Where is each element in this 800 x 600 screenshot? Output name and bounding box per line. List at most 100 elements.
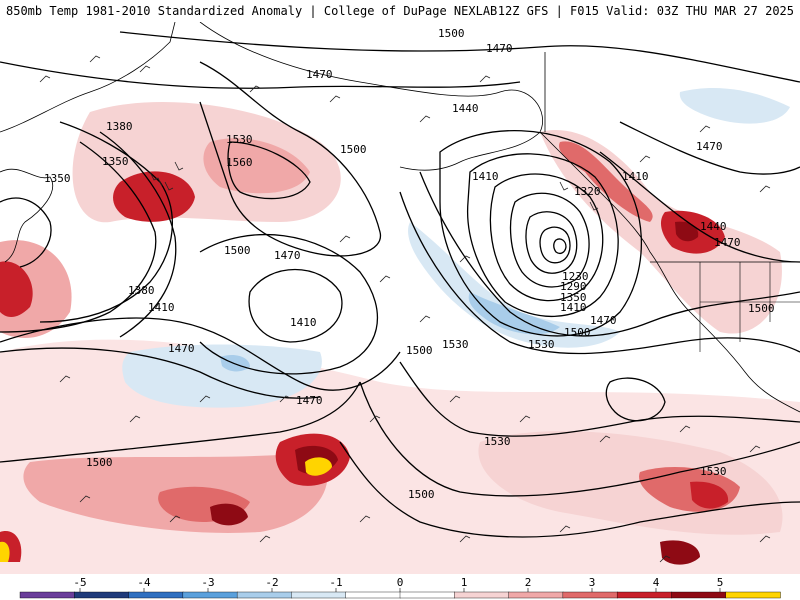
- cool-anomaly-region: [468, 292, 560, 335]
- contour-label: 1530: [442, 338, 469, 351]
- contour-line: [553, 238, 567, 254]
- contour-label: 1350: [102, 155, 129, 168]
- contour-label: 1470: [714, 236, 741, 249]
- contour-label: 1530: [226, 133, 253, 146]
- colorbar-segment: [236, 591, 293, 599]
- contour-label: 1350: [44, 172, 71, 185]
- contour-line: [119, 31, 800, 83]
- contour-label: 1470: [590, 314, 617, 327]
- wind-barbs: [39, 55, 771, 563]
- colorbar-segment: [725, 591, 781, 599]
- contour-line: [0, 61, 521, 89]
- cool-anomaly-region: [122, 344, 322, 408]
- contour-label: 1410: [148, 301, 175, 314]
- contour-line: [399, 361, 800, 437]
- contour-line: [39, 121, 173, 323]
- contour-line: [489, 173, 604, 302]
- colorbar-segment: [616, 591, 673, 599]
- wind-barb: [339, 125, 771, 323]
- wind-barb: [39, 55, 491, 123]
- contour-line: [439, 130, 642, 337]
- colorbar-segment: [182, 591, 238, 599]
- colorbar-tick-label: 0: [397, 576, 404, 589]
- contour-label: 1410: [622, 170, 649, 183]
- colorbar-tick-label: -5: [73, 576, 86, 589]
- colorbar-segment: [128, 591, 184, 599]
- contour-line: [359, 381, 800, 497]
- contour-line: [99, 131, 177, 338]
- contour-line: [227, 141, 311, 200]
- contour-label: 1500: [408, 488, 435, 501]
- extreme-warm-anomaly: [305, 457, 332, 476]
- valid-time: 12Z GFS | F015 Valid: 03Z THU MAR 27 202…: [497, 4, 794, 18]
- colorbar-segment: [345, 591, 401, 599]
- contour-line: [0, 197, 52, 268]
- contour-label: 1470: [696, 140, 723, 153]
- colorbar-segment: [19, 591, 75, 599]
- weather-map: 1500 1470 1470 1440 1380 1350 1350 1530 …: [0, 22, 800, 574]
- contour-label: 1290: [560, 280, 587, 293]
- contour-label: 1500: [86, 456, 113, 469]
- contour-label: 1470: [168, 342, 195, 355]
- colorbar-segment: [74, 591, 130, 599]
- contour-label: 1320: [574, 185, 601, 198]
- contour-label: 1470: [296, 394, 323, 407]
- contour-label: 1470: [274, 249, 301, 262]
- colorbar-tick-label: -4: [137, 576, 151, 589]
- contour-label: 1560: [226, 156, 253, 169]
- contour-line: [619, 121, 800, 175]
- contour-label: 1410: [290, 316, 317, 329]
- contour-label: 1380: [128, 284, 155, 297]
- coastline: [199, 22, 543, 171]
- contour-line: [466, 153, 619, 318]
- contour-label: 1470: [306, 68, 333, 81]
- contour-line: [509, 192, 590, 288]
- cool-anomaly-region: [679, 87, 790, 124]
- contour-label: 1410: [560, 301, 587, 314]
- colorbar-segment: [671, 591, 727, 599]
- contour-line: [0, 317, 401, 391]
- colorbar-tick-label: -2: [265, 576, 278, 589]
- colorbar-tick-label: 5: [717, 576, 724, 589]
- contour-line: [525, 211, 578, 274]
- coastline: [539, 131, 800, 413]
- product-title: 850mb Temp 1981-2010 Standardized Anomal…: [6, 4, 498, 18]
- warm-anomaly-region: [660, 540, 700, 565]
- colorbar-segment: [562, 591, 618, 599]
- colorbar-segment: [291, 591, 347, 599]
- contour-label: 1530: [700, 465, 727, 478]
- warm-anomaly-region: [113, 171, 195, 222]
- contour-label: 1410: [472, 170, 499, 183]
- contour-label: 1440: [700, 220, 727, 233]
- warm-anomaly-region: [559, 141, 653, 222]
- warm-anomaly-region: [203, 138, 310, 194]
- contour-label: 1500: [748, 302, 775, 315]
- colorbar-tick-label: 1: [461, 576, 468, 589]
- contour-label: 1350: [560, 291, 587, 304]
- wind-barb: [149, 161, 599, 211]
- contour-label: 1230: [562, 270, 589, 283]
- contour-line: [0, 141, 157, 333]
- anomaly-colorbar: -5 -4 -3 -2 -1 0 1 2 3 4 5: [0, 574, 800, 600]
- contour-label: 1380: [106, 120, 133, 133]
- warm-anomaly-region: [690, 481, 729, 509]
- colorbar-tick-label: 4: [653, 576, 660, 589]
- anomaly-shading: [0, 87, 800, 574]
- contour-line: [399, 191, 800, 355]
- colorbar-segment: [508, 591, 564, 599]
- contour-line: [199, 61, 381, 257]
- height-contours: [0, 31, 800, 538]
- colorbar-tick-label: 2: [525, 576, 532, 589]
- warm-anomaly-region: [210, 503, 248, 526]
- coastlines: [0, 22, 800, 413]
- contour-label: 1500: [224, 244, 251, 257]
- contour-label: 1470: [486, 42, 513, 55]
- warm-anomaly-region: [0, 261, 33, 317]
- coastline: [0, 22, 176, 133]
- colorbar-tick-label: -3: [201, 576, 214, 589]
- colorbar-segment: [399, 591, 455, 599]
- wind-barb: [59, 375, 761, 453]
- colorbar-tick-label: -1: [329, 576, 342, 589]
- colorbar-ticks: -5 -4 -3 -2 -1 0 1 2 3 4 5: [73, 576, 723, 592]
